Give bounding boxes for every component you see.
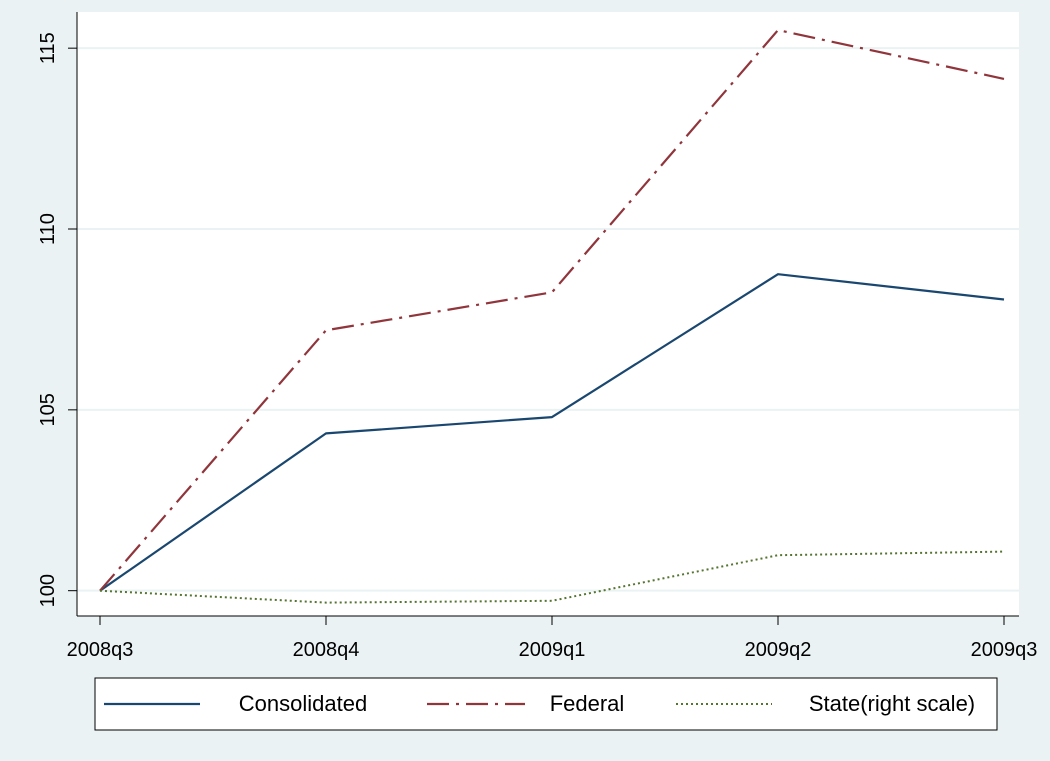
x-tick-label: 2008q4 bbox=[293, 639, 360, 661]
y-tick-label: 115 bbox=[37, 32, 59, 64]
legend-box bbox=[94, 677, 998, 731]
x-tick-label: 2008q3 bbox=[67, 639, 134, 661]
axes: 100 105 110 115 2008q3 2008q4 2009q1 2009q2 2009… bbox=[37, 12, 1037, 661]
series-line-0 bbox=[99, 273, 1005, 592]
y-tick-label: 105 bbox=[37, 393, 59, 426]
series-lines bbox=[99, 29, 1005, 604]
plot-area bbox=[77, 12, 1019, 616]
legend-label: Consolidated bbox=[239, 691, 367, 716]
x-tick-label: 2009q3 bbox=[971, 639, 1038, 661]
legend-label: Federal bbox=[550, 691, 625, 716]
x-tick-label: 2009q2 bbox=[745, 639, 812, 661]
legend: Consolidated Federal State(right scale) bbox=[94, 677, 998, 731]
legend-label: State(right scale) bbox=[809, 691, 975, 716]
y-tick-label: 110 bbox=[37, 213, 59, 245]
series-line-2 bbox=[99, 550, 1005, 604]
x-tick-label: 2009q1 bbox=[519, 639, 586, 661]
y-tick-label: 100 bbox=[37, 574, 59, 607]
